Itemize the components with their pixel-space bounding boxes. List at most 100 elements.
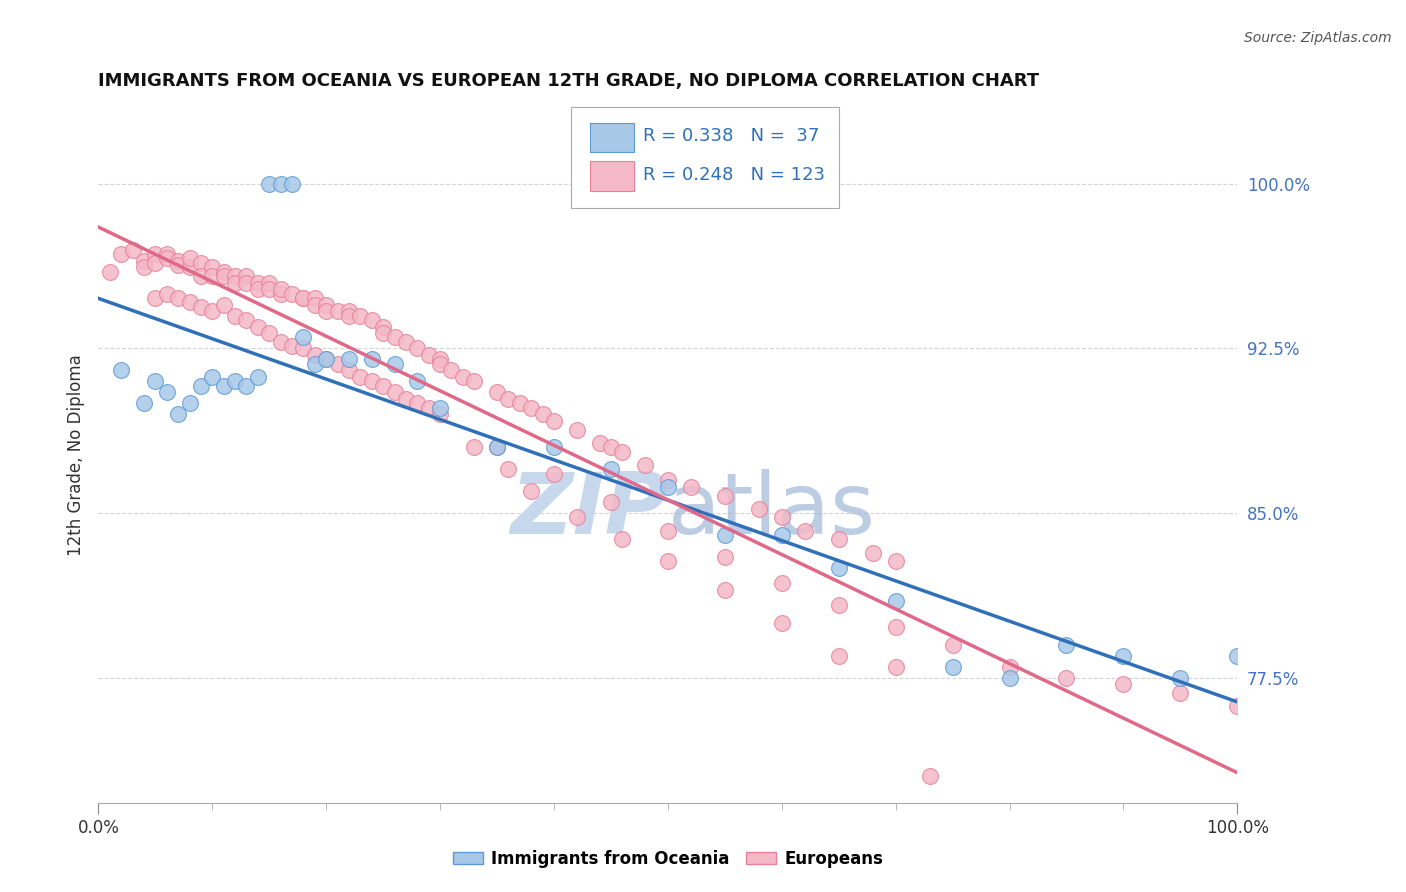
Point <box>201 268 224 283</box>
Point <box>418 348 440 362</box>
FancyBboxPatch shape <box>571 107 839 208</box>
Point <box>98 265 121 279</box>
Point <box>259 282 281 296</box>
Point <box>998 671 1021 685</box>
Point <box>132 260 155 275</box>
Point <box>884 594 907 608</box>
Point <box>384 330 406 344</box>
Point <box>167 258 190 272</box>
Point <box>292 342 315 356</box>
Point <box>498 462 520 476</box>
Text: atlas: atlas <box>668 469 876 552</box>
Point <box>337 352 360 367</box>
Point <box>270 282 292 296</box>
Point <box>543 467 565 481</box>
Point <box>406 396 429 410</box>
Point <box>304 357 326 371</box>
Point <box>486 440 509 454</box>
Text: Source: ZipAtlas.com: Source: ZipAtlas.com <box>1244 31 1392 45</box>
FancyBboxPatch shape <box>591 123 634 153</box>
Point <box>770 510 793 524</box>
Point <box>132 396 155 410</box>
Point <box>451 370 474 384</box>
Point <box>156 385 179 400</box>
Point <box>384 357 406 371</box>
Point <box>212 268 235 283</box>
Point <box>714 528 737 542</box>
Point <box>565 423 588 437</box>
Point <box>1226 699 1249 714</box>
Point <box>360 313 382 327</box>
Point <box>337 363 360 377</box>
Point <box>1112 648 1135 663</box>
Point <box>179 295 201 310</box>
Text: R = 0.338   N =  37: R = 0.338 N = 37 <box>643 128 820 145</box>
Point <box>132 253 155 268</box>
Point <box>429 352 451 367</box>
Point <box>304 297 326 311</box>
FancyBboxPatch shape <box>591 161 634 191</box>
Point <box>145 247 167 261</box>
Point <box>793 524 815 538</box>
Point <box>463 440 485 454</box>
Point <box>371 319 394 334</box>
Point <box>337 309 360 323</box>
Point <box>714 549 737 564</box>
Point <box>828 648 851 663</box>
Point <box>179 260 201 275</box>
Point <box>224 276 246 290</box>
Point <box>179 252 201 266</box>
Point <box>657 524 679 538</box>
Point <box>292 291 315 305</box>
Point <box>679 480 702 494</box>
Point <box>862 545 884 559</box>
Point <box>429 401 451 415</box>
Point <box>259 326 281 340</box>
Point <box>315 352 337 367</box>
Point <box>121 243 143 257</box>
Point <box>179 396 201 410</box>
Point <box>167 407 190 421</box>
Point <box>1054 638 1078 652</box>
Point <box>190 378 212 392</box>
Point <box>486 440 509 454</box>
Point <box>429 357 451 371</box>
Point <box>259 177 281 191</box>
Text: R = 0.248   N = 123: R = 0.248 N = 123 <box>643 166 825 184</box>
Point <box>281 339 304 353</box>
Point <box>190 268 212 283</box>
Point <box>145 375 167 389</box>
Point <box>235 313 257 327</box>
Point <box>326 304 349 318</box>
Point <box>884 659 907 673</box>
Point <box>395 334 418 349</box>
Point <box>486 385 509 400</box>
Point <box>304 348 326 362</box>
Point <box>156 247 179 261</box>
Point <box>588 435 610 450</box>
Point <box>600 462 623 476</box>
Point <box>395 392 418 406</box>
Text: ZIP: ZIP <box>510 469 668 552</box>
Point <box>304 291 326 305</box>
Point <box>918 769 941 783</box>
Point <box>509 396 531 410</box>
Point <box>212 297 235 311</box>
Point <box>156 252 179 266</box>
Point <box>156 286 179 301</box>
Point <box>110 363 132 377</box>
Legend: Immigrants from Oceania, Europeans: Immigrants from Oceania, Europeans <box>446 843 890 874</box>
Point <box>349 309 371 323</box>
Point <box>315 297 337 311</box>
Point <box>326 357 349 371</box>
Point <box>714 489 737 503</box>
Point <box>1170 671 1192 685</box>
Point <box>246 319 269 334</box>
Point <box>520 484 543 499</box>
Point <box>543 414 565 428</box>
Point <box>884 620 907 634</box>
Point <box>1054 671 1078 685</box>
Point <box>201 370 224 384</box>
Point <box>543 440 565 454</box>
Point <box>828 599 851 613</box>
